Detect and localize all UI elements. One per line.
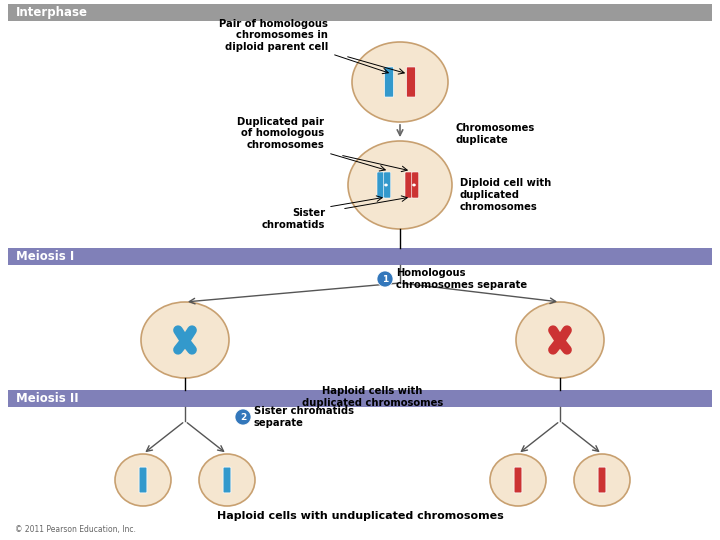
Ellipse shape (490, 454, 546, 506)
FancyBboxPatch shape (377, 172, 384, 198)
Ellipse shape (574, 454, 630, 506)
Text: Chromosomes
duplicate: Chromosomes duplicate (455, 123, 534, 145)
Text: Haploid cells with
duplicated chromosomes: Haploid cells with duplicated chromosome… (302, 386, 443, 408)
Text: Haploid cells with unduplicated chromosomes: Haploid cells with unduplicated chromoso… (217, 511, 503, 521)
FancyBboxPatch shape (405, 172, 412, 198)
FancyBboxPatch shape (514, 467, 522, 493)
FancyBboxPatch shape (412, 172, 419, 198)
Bar (8, 248, 712, 265)
Ellipse shape (384, 184, 388, 186)
FancyBboxPatch shape (223, 467, 231, 493)
Bar (8, 390, 712, 407)
Text: Meiosis II: Meiosis II (16, 392, 78, 405)
Circle shape (235, 409, 251, 425)
Text: Sister
chromatids: Sister chromatids (261, 208, 325, 230)
Circle shape (377, 271, 393, 287)
Text: Homologous
chromosomes separate: Homologous chromosomes separate (396, 268, 527, 290)
FancyBboxPatch shape (384, 67, 394, 97)
Ellipse shape (412, 184, 416, 186)
Ellipse shape (352, 42, 448, 122)
Text: © 2011 Pearson Education, Inc.: © 2011 Pearson Education, Inc. (15, 525, 136, 534)
Ellipse shape (516, 302, 604, 378)
Ellipse shape (141, 302, 229, 378)
Text: Duplicated pair
of homologous
chromosomes: Duplicated pair of homologous chromosome… (237, 117, 324, 150)
Text: 2: 2 (240, 413, 246, 422)
Text: Sister chromatids
separate: Sister chromatids separate (254, 406, 354, 428)
Text: Diploid cell with
duplicated
chromosomes: Diploid cell with duplicated chromosomes (460, 178, 552, 212)
Text: Pair of homologous
chromosomes in
diploid parent cell: Pair of homologous chromosomes in diploi… (219, 19, 328, 52)
Ellipse shape (199, 454, 255, 506)
Ellipse shape (115, 454, 171, 506)
Text: Interphase: Interphase (16, 6, 88, 19)
Text: 1: 1 (382, 274, 388, 284)
FancyBboxPatch shape (139, 467, 147, 493)
FancyBboxPatch shape (384, 172, 391, 198)
FancyBboxPatch shape (407, 67, 415, 97)
FancyBboxPatch shape (598, 467, 606, 493)
Bar (8, 4, 712, 21)
Ellipse shape (348, 141, 452, 229)
Text: Meiosis I: Meiosis I (16, 250, 74, 263)
